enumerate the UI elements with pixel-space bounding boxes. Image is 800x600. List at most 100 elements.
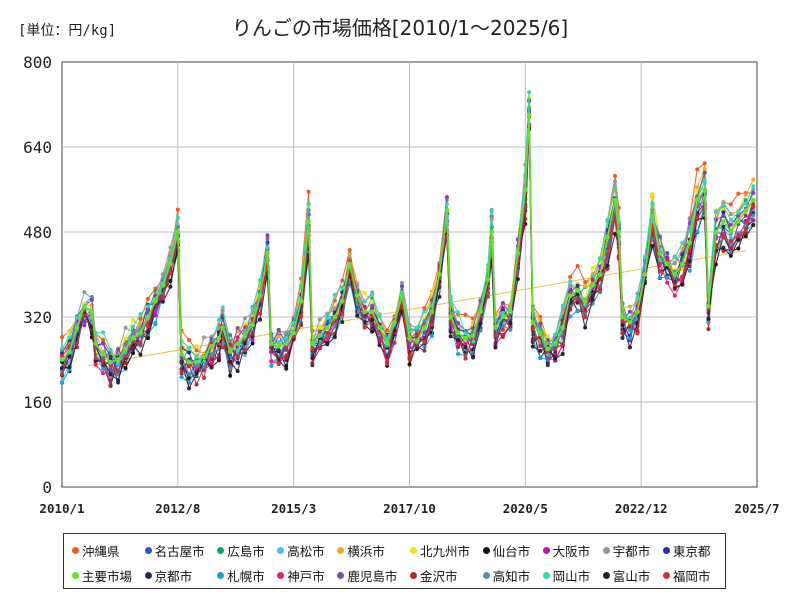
series-point: [751, 184, 756, 189]
series-point: [145, 336, 150, 341]
chart-title: りんごの市場価格[2010/1～2025/6]: [231, 16, 569, 40]
series-point: [168, 270, 173, 275]
series-point: [250, 341, 255, 346]
series-point: [560, 341, 565, 346]
unit-label: [単位：円/kg]: [18, 23, 117, 39]
main-series-point: [582, 298, 588, 304]
main-series-point: [522, 187, 528, 192]
series-point: [407, 362, 412, 367]
series-point: [258, 278, 263, 283]
main-series-point: [552, 341, 558, 346]
series-point: [74, 340, 79, 345]
series-point: [444, 202, 449, 207]
main-series-point: [257, 293, 263, 299]
series-point: [145, 324, 150, 329]
series-point: [362, 290, 367, 295]
main-series-point: [526, 112, 532, 118]
main-series-point: [687, 240, 693, 246]
series-point: [145, 329, 150, 334]
series-point: [187, 364, 192, 369]
main-series-point: [635, 309, 640, 315]
series-point: [538, 317, 543, 322]
series-point: [530, 344, 535, 349]
legend-item: 横浜市: [337, 541, 404, 560]
main-series-point: [123, 346, 128, 352]
series-point: [250, 331, 255, 336]
series-point: [728, 217, 733, 222]
series-point: [187, 338, 192, 343]
series-point: [728, 238, 733, 243]
series-point: [437, 294, 442, 299]
series-point: [201, 335, 206, 340]
series-point: [728, 253, 733, 258]
series-point: [101, 330, 106, 335]
series-point: [538, 321, 543, 326]
series-point: [145, 296, 150, 301]
y-tick-label: 640: [23, 138, 52, 157]
series-point: [728, 241, 733, 246]
series-point: [598, 256, 603, 261]
series-point: [695, 229, 700, 234]
main-series-point: [567, 293, 573, 299]
series-point: [123, 365, 128, 370]
series-point: [201, 359, 206, 364]
series-point: [400, 280, 405, 285]
series-point: [627, 328, 632, 333]
series-point: [347, 252, 352, 257]
legend-label: 北九州市: [419, 544, 470, 559]
series-point: [702, 171, 707, 176]
series-point: [598, 287, 603, 292]
series-point: [751, 223, 756, 228]
main-series-point: [560, 325, 566, 331]
series-point: [545, 334, 550, 339]
series-point: [228, 366, 233, 371]
main-series-point: [235, 341, 241, 346]
series-point: [407, 354, 412, 359]
series-point: [706, 320, 711, 325]
series-point: [216, 341, 221, 346]
series-point: [422, 330, 427, 335]
main-series-point: [100, 351, 106, 357]
series-point: [209, 361, 214, 366]
main-series-point: [145, 314, 151, 320]
main-series-point: [67, 349, 72, 354]
legend-item: 大阪市: [542, 541, 597, 560]
series-point: [89, 297, 94, 302]
series-point: [216, 358, 221, 363]
series-point: [530, 325, 535, 330]
main-series-point: [463, 335, 468, 341]
series-point: [101, 371, 106, 376]
series-point: [422, 309, 427, 314]
series-point: [340, 311, 345, 316]
x-tick-label: 2025/7: [734, 501, 779, 516]
series-point: [116, 361, 121, 366]
main-series-point: [291, 330, 297, 336]
series-point: [553, 332, 558, 337]
main-series-point: [597, 272, 603, 277]
legend-label: 高知市: [492, 569, 531, 584]
main-series-point: [250, 322, 255, 328]
legend-item: 名古屋市: [144, 541, 212, 560]
series-point: [721, 214, 726, 219]
main-series-point: [616, 229, 622, 235]
series-point: [235, 354, 240, 359]
series-point: [500, 327, 505, 332]
x-tick-label: 2015/3: [271, 501, 316, 516]
series-point: [590, 297, 595, 302]
series-point: [67, 365, 72, 370]
series-point: [60, 335, 64, 340]
legend-item: 仙台市: [482, 541, 537, 560]
series-point: [508, 323, 513, 328]
series-point: [444, 194, 449, 199]
legend-marker: [662, 572, 670, 579]
series-point: [194, 355, 199, 360]
series-point: [138, 352, 143, 357]
series-point: [310, 360, 315, 365]
legend-marker: [542, 572, 550, 579]
series-point: [456, 310, 461, 315]
series-point: [680, 274, 685, 279]
main-series-point: [720, 218, 726, 224]
legend-label: 東京都: [672, 544, 711, 559]
main-series-point: [620, 314, 625, 320]
series-point: [362, 299, 367, 304]
